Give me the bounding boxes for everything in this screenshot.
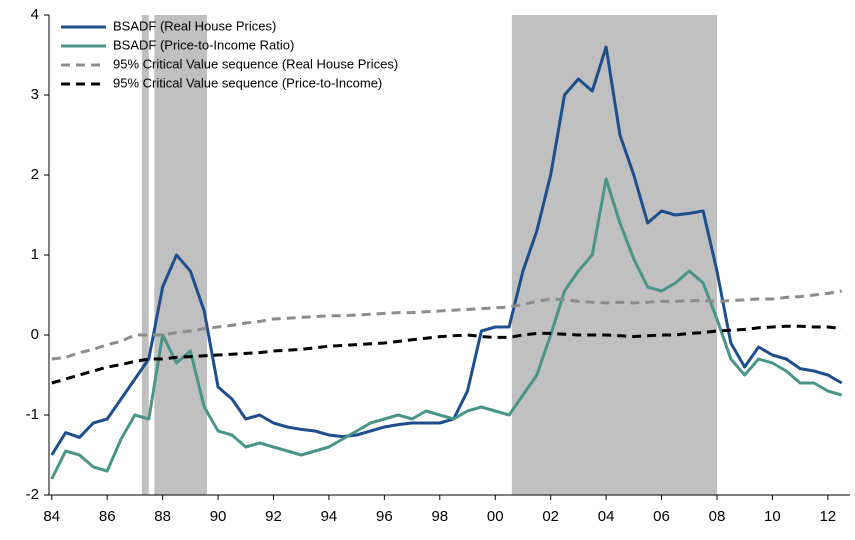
legend-label: BSADF (Price-to-Income Ratio)	[113, 37, 294, 52]
y-tick-label: 3	[31, 86, 39, 103]
x-tick-label: 86	[99, 508, 116, 525]
y-tick-label: -1	[26, 406, 39, 423]
x-tick-label: 12	[819, 508, 836, 525]
shaded-period	[511, 15, 717, 495]
y-tick-label: 1	[31, 246, 39, 263]
shaded-period	[154, 15, 207, 495]
legend: BSADF (Real House Prices) BSADF (Price-to…	[61, 18, 398, 90]
x-tick-label: 98	[431, 508, 448, 525]
series-line	[50, 45, 843, 456]
x-tick-label: 94	[321, 508, 338, 525]
y-tick-label: 0	[31, 326, 39, 343]
x-tick-label: 84	[43, 508, 60, 525]
series-line	[51, 324, 842, 385]
x-tick-label: 88	[154, 508, 171, 525]
x-tick-label: 96	[376, 508, 393, 525]
x-tick-label: 90	[210, 508, 227, 525]
x-tick-label: 92	[265, 508, 282, 525]
x-tick-label: 02	[542, 508, 559, 525]
x-tick-label: 08	[709, 508, 726, 525]
legend-label: BSADF (Real House Prices)	[113, 18, 276, 33]
y-tick-label: 2	[31, 166, 39, 183]
legend-label: 95% Critical Value sequence (Price-to-In…	[113, 75, 382, 90]
x-tick-label: 10	[764, 508, 781, 525]
shaded-period	[141, 15, 149, 495]
y-tick-label: -2	[26, 486, 39, 503]
x-tick-label: 04	[598, 508, 615, 525]
x-tick-label: 00	[487, 508, 504, 525]
series-line	[51, 289, 842, 361]
y-tick-label: 4	[31, 6, 39, 23]
legend-label: 95% Critical Value sequence (Real House …	[113, 56, 398, 71]
x-tick-label: 06	[653, 508, 670, 525]
